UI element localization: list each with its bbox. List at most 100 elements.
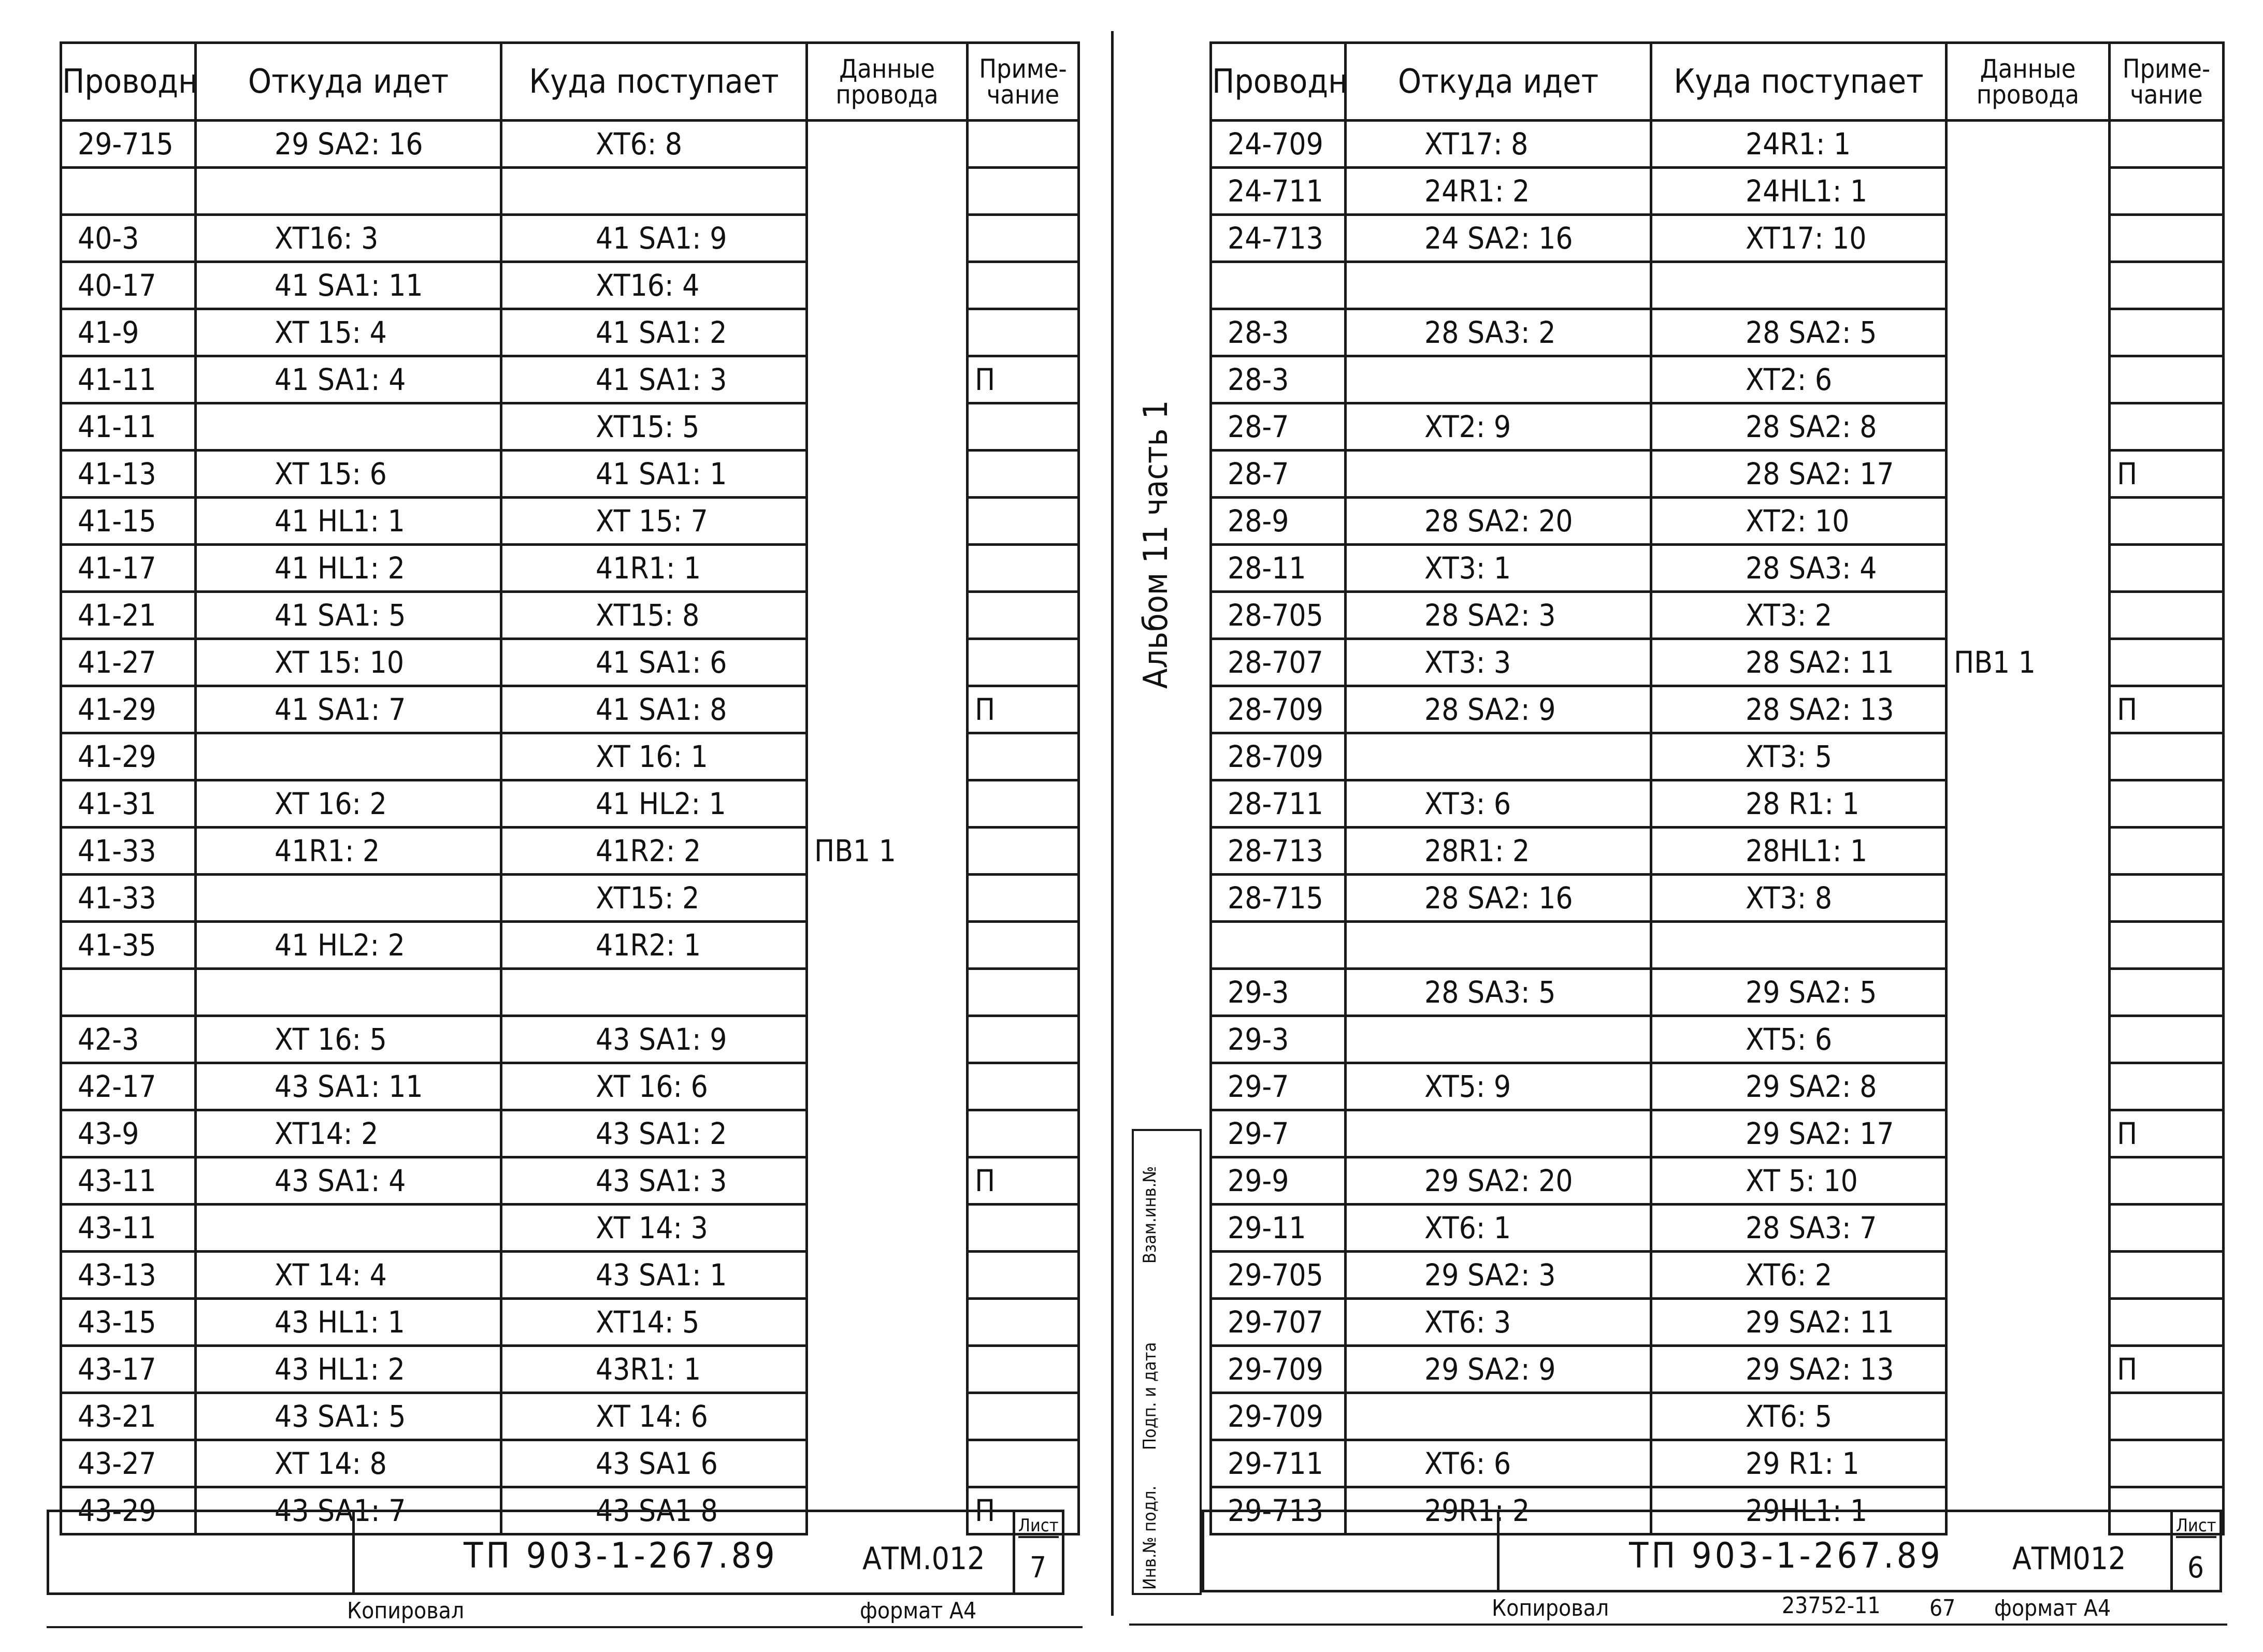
note-cell	[966, 308, 1080, 357]
table-row: 28-709 28 SA2: 9 28 SA2: 13 П	[1209, 685, 2225, 734]
from-cell: 41 SA1: 5	[194, 590, 502, 640]
sheet-divider	[1111, 31, 1114, 1616]
conductor-cell: 41-29	[60, 732, 197, 781]
wire-data-cell	[1945, 1345, 2111, 1393]
note-cell	[966, 1015, 1080, 1064]
note-cell	[2108, 1250, 2225, 1300]
header-wire-data: Данные провода	[1945, 41, 2111, 122]
table-row: 28-3 28 SA3: 2 28 SA2: 5	[1209, 308, 2225, 357]
conductor-cell: 29-3	[1209, 1015, 1347, 1064]
from-cell: XT 16: 5	[194, 1015, 502, 1064]
from-cell: XT14: 2	[194, 1109, 502, 1158]
wire-data-cell	[805, 1298, 969, 1346]
to-cell: XT6: 2	[1650, 1250, 1948, 1300]
header-conductor: Проводник	[60, 41, 197, 122]
conductor-cell: 40-3	[60, 213, 197, 263]
conductor-cell: 41-31	[60, 779, 197, 829]
from-cell: 41 HL2: 2	[194, 920, 502, 970]
table-row	[60, 166, 1080, 216]
from-cell: 29 SA2: 9	[1344, 1344, 1652, 1394]
to-cell: XT15: 2	[500, 873, 808, 923]
note-cell	[966, 920, 1080, 970]
wire-data-cell	[1945, 1298, 2111, 1346]
header-note: Приме-чание	[966, 41, 1080, 122]
wire-data-cell	[1945, 120, 2111, 168]
note-cell	[966, 826, 1080, 876]
wire-data-cell	[805, 1063, 969, 1110]
to-cell: XT6: 8	[500, 119, 808, 169]
to-cell: 29 R1: 1	[1650, 1439, 1948, 1488]
wire-data-cell	[1945, 1440, 2111, 1487]
wire-data-cell	[1945, 874, 2111, 922]
from-cell	[194, 967, 502, 1017]
note-cell	[2108, 1439, 2225, 1488]
header-to: Куда поступает	[500, 41, 808, 122]
note-cell	[966, 1203, 1080, 1253]
wire-data-cell	[1945, 780, 2111, 828]
conductor-cell: 29-715	[60, 119, 197, 169]
table-row: 41-29 41 SA1: 7 41 SA1: 8 П	[60, 685, 1080, 734]
from-cell: XT6: 1	[1344, 1203, 1652, 1253]
conductor-cell: 29-7	[1209, 1109, 1347, 1158]
table-row: 28-707 XT3: 3 28 SA2: 11 ПВ1 1	[1209, 637, 2225, 687]
wire-data-cell	[1945, 167, 2111, 215]
note-cell	[966, 1297, 1080, 1347]
document-designation: ТП 903-1-267.89	[1629, 1535, 1943, 1576]
wire-data-cell	[805, 733, 969, 780]
from-cell: 41 HL1: 1	[194, 496, 502, 546]
to-cell: 28 SA2: 5	[1650, 308, 1948, 357]
conductor-cell: 41-13	[60, 449, 197, 499]
note-cell	[2108, 637, 2225, 687]
to-cell	[500, 967, 808, 1017]
to-cell: 24HL1: 1	[1650, 166, 1948, 216]
conductor-cell: 41-11	[60, 355, 197, 404]
to-cell: XT 14: 3	[500, 1203, 808, 1253]
conductor-cell: 24-713	[1209, 213, 1347, 263]
note-cell	[2108, 590, 2225, 640]
from-cell	[194, 873, 502, 923]
table-row: 43-21 43 SA1: 5 XT 14: 6	[60, 1392, 1080, 1441]
stamp-column	[1132, 1129, 1202, 1595]
sheet-number: 7	[1030, 1551, 1047, 1585]
wire-data-cell	[805, 1157, 969, 1205]
to-cell: 29 SA2: 8	[1650, 1062, 1948, 1111]
table-row: 29-9 29 SA2: 20 XT 5: 10	[1209, 1156, 2225, 1206]
to-cell: 43R1: 1	[500, 1344, 808, 1394]
from-cell: XT6: 3	[1344, 1297, 1652, 1347]
note-cell	[966, 1392, 1080, 1441]
note-cell: П	[2108, 449, 2225, 499]
conductor-cell: 41-29	[60, 685, 197, 734]
page-number: 67	[1929, 1595, 1956, 1621]
table-row: 29-3 XT5: 6	[1209, 1015, 2225, 1064]
table-row: 43-27 XT 14: 8 43 SA1 6	[60, 1439, 1080, 1488]
wire-data-cell	[805, 1110, 969, 1157]
table-row: 28-9 28 SA2: 20 XT2: 10	[1209, 496, 2225, 546]
table-row: 29-7 XT5: 9 29 SA2: 8	[1209, 1062, 2225, 1111]
to-cell: 43 SA1 6	[500, 1439, 808, 1488]
note-cell	[2108, 1392, 2225, 1441]
table-row: 41-15 41 HL1: 1 XT 15: 7	[60, 496, 1080, 546]
from-cell: 28 SA2: 3	[1344, 590, 1652, 640]
table-row: 43-13 XT 14: 4 43 SA1: 1	[60, 1250, 1080, 1300]
copied-by-label: Копировал	[347, 1598, 465, 1624]
title-block-left-empty-cell	[49, 1512, 355, 1592]
wire-data-cell	[1945, 497, 2111, 545]
conductor-cell: 41-17	[60, 543, 197, 593]
to-cell: XT 14: 6	[500, 1392, 808, 1441]
from-cell	[194, 402, 502, 452]
conductor-cell: 28-7	[1209, 449, 1347, 499]
to-cell: XT2: 10	[1650, 496, 1948, 546]
table-row: 28-11 XT3: 1 28 SA3: 4	[1209, 543, 2225, 593]
note-cell	[2108, 732, 2225, 781]
from-cell	[1344, 920, 1652, 970]
table-row: 29-709 XT6: 5	[1209, 1392, 2225, 1441]
wire-data-cell	[1945, 686, 2111, 733]
table-row: 40-17 41 SA1: 11 XT16: 4	[60, 260, 1080, 310]
note-cell	[2108, 779, 2225, 829]
to-cell: XT3: 2	[1650, 590, 1948, 640]
to-cell: 41R2: 2	[500, 826, 808, 876]
table-body-left: 29-715 29 SA2: 16 XT6: 8 40-3 XT16: 3 41 SA1:…	[60, 119, 1080, 1535]
table-row: 28-715 28 SA2: 16 XT3: 8	[1209, 873, 2225, 923]
wire-data-cell	[805, 780, 969, 828]
conductor-cell	[1209, 920, 1347, 970]
